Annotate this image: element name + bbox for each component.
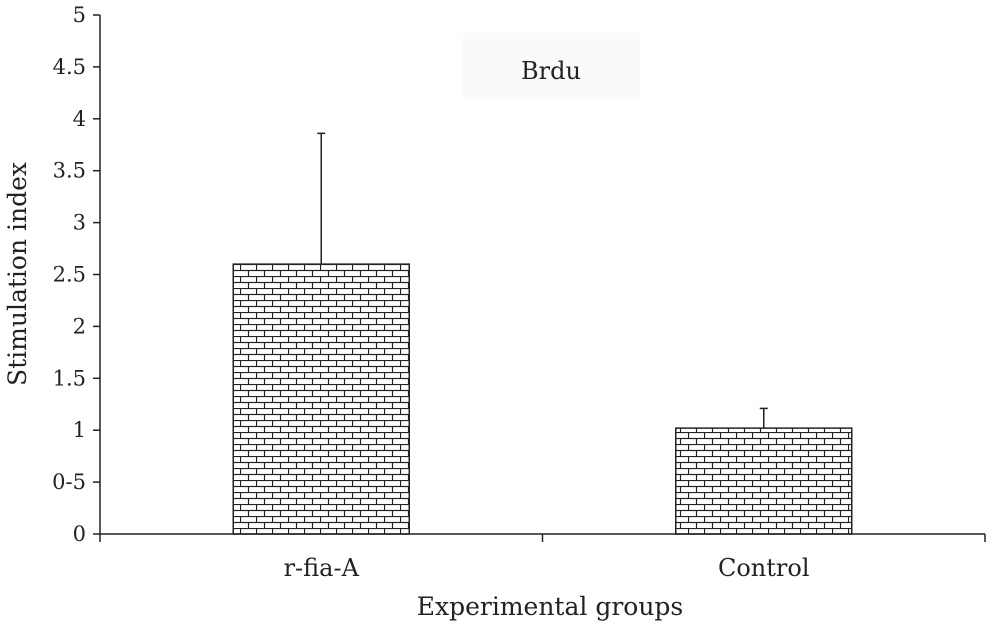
y-tick-label: 4.5	[53, 55, 86, 79]
y-tick-label: 4	[73, 107, 86, 131]
y-axis-title: Stimulation index	[3, 162, 32, 386]
y-tick-label: 3.5	[53, 159, 86, 183]
bars-group	[232, 263, 853, 535]
x-category-label: Control	[718, 554, 810, 582]
x-axis-category-labels: r-fia-A Control	[284, 554, 810, 582]
y-tick-label: 3	[73, 211, 86, 235]
y-tick-label: 2	[73, 314, 86, 338]
title-box	[463, 33, 640, 97]
x-axis-title: Experimental groups	[417, 592, 684, 621]
y-tick-label: 1	[73, 418, 86, 442]
bar-r-fia-a	[232, 263, 410, 535]
x-category-label: r-fia-A	[284, 554, 360, 582]
chart-title: Brdu	[521, 57, 581, 85]
y-tick-label: 5	[73, 3, 86, 27]
y-tick-label: 2.5	[53, 263, 86, 287]
x-axis-ticks	[99, 534, 986, 542]
y-tick-label: 0	[73, 522, 86, 546]
error-bars-group	[317, 132, 768, 429]
y-tick-label: 1.5	[53, 366, 86, 390]
bar-control	[675, 427, 853, 535]
y-tick-label: 0-5	[52, 470, 86, 494]
y-axis-ticks: 0 0-5 1 1.5 2 2.5 3 3.5 4 4.5 5	[52, 3, 100, 546]
